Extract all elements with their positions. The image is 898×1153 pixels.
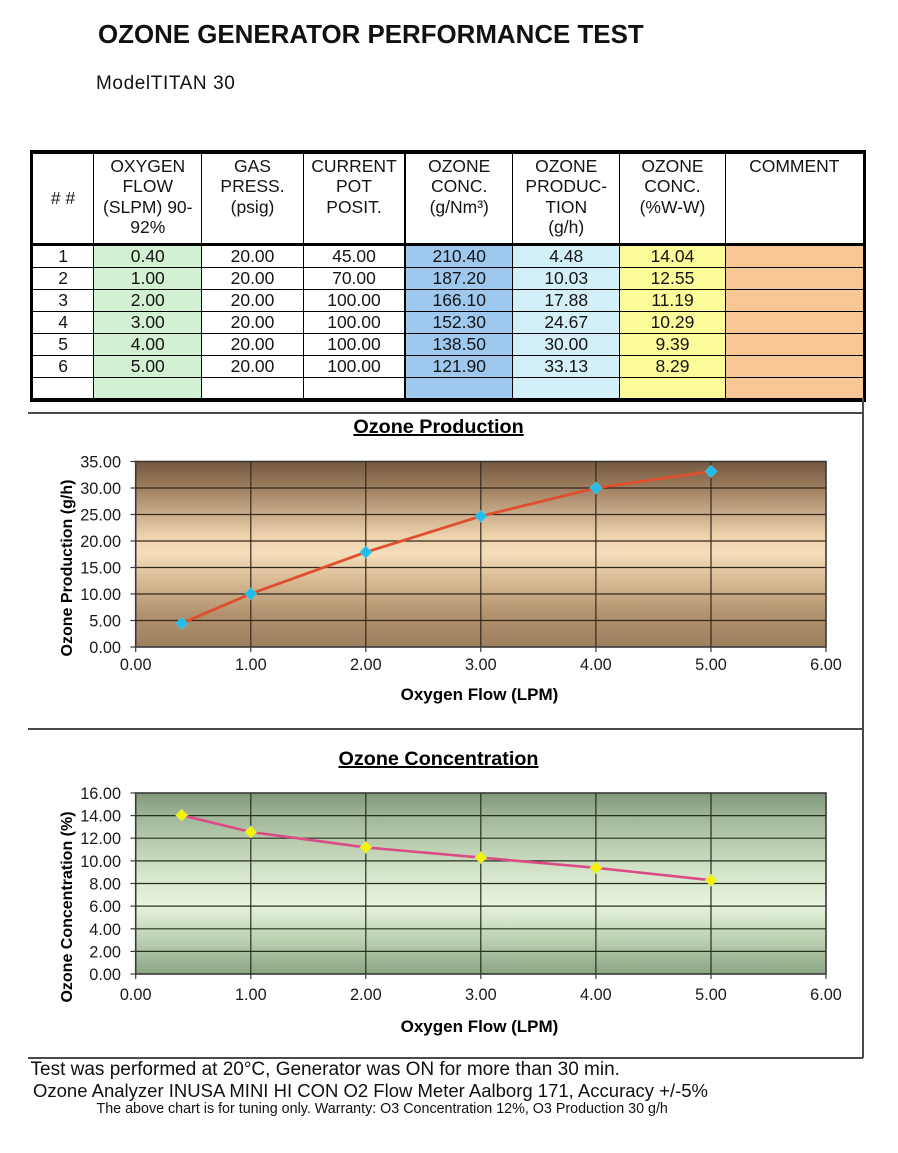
svg-text:25.00: 25.00 <box>80 507 121 525</box>
svg-text:0.00: 0.00 <box>120 656 152 674</box>
svg-text:0.00: 0.00 <box>120 986 152 1004</box>
svg-text:12.00: 12.00 <box>80 830 121 848</box>
svg-text:30.00: 30.00 <box>80 480 121 498</box>
svg-text:Ozone Concentration (%): Ozone Concentration (%) <box>59 811 76 1002</box>
svg-text:5.00: 5.00 <box>89 613 121 631</box>
svg-text:5.00: 5.00 <box>695 656 727 674</box>
svg-text:1.00: 1.00 <box>235 986 267 1004</box>
svg-text:8.00: 8.00 <box>89 876 121 894</box>
svg-text:4.00: 4.00 <box>89 921 121 939</box>
svg-text:2.00: 2.00 <box>89 943 121 961</box>
svg-text:35.00: 35.00 <box>80 454 121 472</box>
svg-text:16.00: 16.00 <box>80 785 121 803</box>
svg-text:14.00: 14.00 <box>80 808 121 826</box>
svg-text:5.00: 5.00 <box>695 986 727 1004</box>
svg-text:20.00: 20.00 <box>80 533 121 551</box>
svg-text:15.00: 15.00 <box>80 560 121 578</box>
svg-text:3.00: 3.00 <box>465 656 497 674</box>
svg-text:3.00: 3.00 <box>465 986 497 1004</box>
svg-text:2.00: 2.00 <box>350 986 382 1004</box>
svg-text:Ozone Concentration: Ozone Concentration <box>338 748 538 770</box>
svg-text:0.00: 0.00 <box>89 639 121 657</box>
svg-text:6.00: 6.00 <box>810 986 842 1004</box>
svg-text:1.00: 1.00 <box>235 656 267 674</box>
svg-text:6.00: 6.00 <box>810 656 842 674</box>
svg-text:10.00: 10.00 <box>80 853 121 871</box>
svg-text:10.00: 10.00 <box>80 586 121 604</box>
svg-text:Oxygen Flow (LPM): Oxygen Flow (LPM) <box>401 685 559 704</box>
svg-text:Ozone Production (g/h): Ozone Production (g/h) <box>59 480 76 657</box>
svg-text:6.00: 6.00 <box>89 898 121 916</box>
svg-text:Oxygen Flow (LPM): Oxygen Flow (LPM) <box>401 1017 559 1036</box>
svg-text:4.00: 4.00 <box>580 986 612 1004</box>
svg-text:4.00: 4.00 <box>580 656 612 674</box>
svg-text:0.00: 0.00 <box>89 966 121 984</box>
svg-text:2.00: 2.00 <box>350 656 382 674</box>
svg-text:Ozone Production: Ozone Production <box>353 416 523 438</box>
